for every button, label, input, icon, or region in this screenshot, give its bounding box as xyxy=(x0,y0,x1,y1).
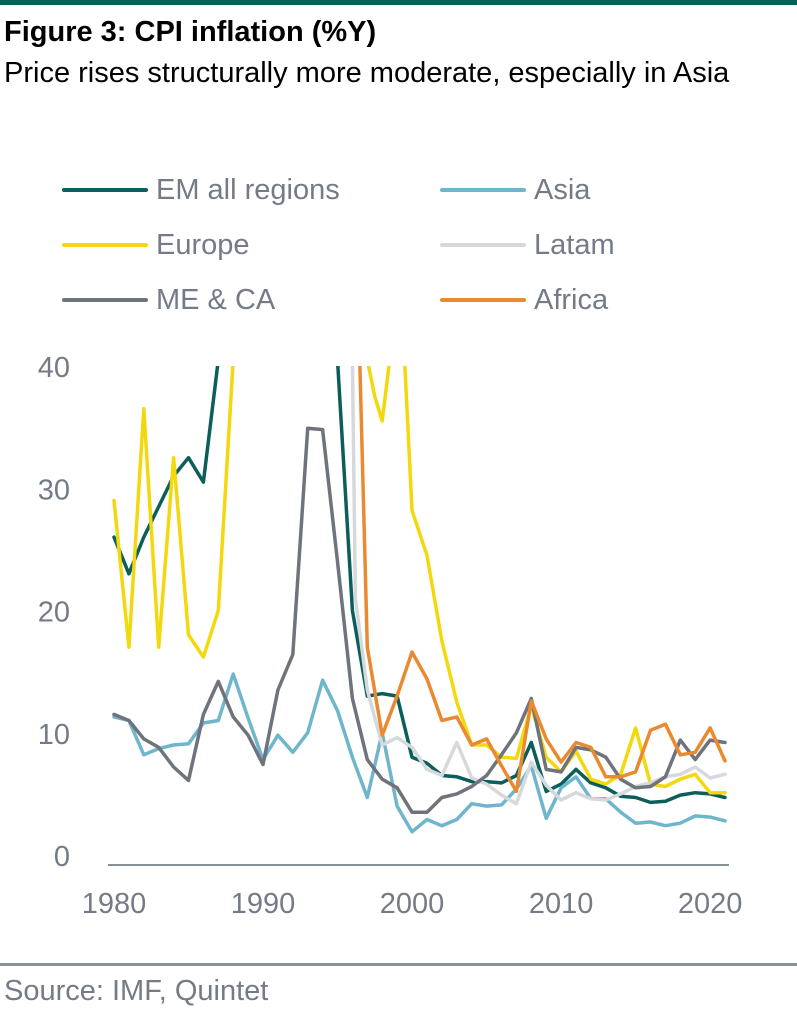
legend-label-europe: Europe xyxy=(156,228,250,261)
legend-swatch-africa xyxy=(440,298,526,302)
source-note: Source: IMF, Quintet xyxy=(4,975,269,1007)
series-line-me-ca xyxy=(112,426,727,814)
line-chart: 0 10 20 30 40 1980 1990 2000 2010 2020 xyxy=(38,352,743,920)
bottom-rule xyxy=(0,963,797,966)
legend-swatch-europe xyxy=(62,243,148,247)
chart-legend: EM all regions Asia Europe Latam ME & CA Afri… xyxy=(62,170,762,330)
legend-item-latam: Latam xyxy=(440,225,615,265)
y-tick-label-20: 20 xyxy=(38,597,70,629)
series-line-asia xyxy=(112,672,727,834)
legend-item-europe: Europe xyxy=(62,225,250,265)
y-tick-label-0: 0 xyxy=(54,841,70,873)
y-tick-label-30: 30 xyxy=(38,474,70,506)
y-tick-label-10: 10 xyxy=(38,719,70,751)
x-tick-label-1980: 1980 xyxy=(82,888,147,920)
legend-swatch-me-ca xyxy=(62,298,148,302)
legend-swatch-latam xyxy=(440,243,526,247)
x-tick-label-2020: 2020 xyxy=(678,888,743,920)
x-tick-label-2010: 2010 xyxy=(529,888,594,920)
series-line-africa xyxy=(358,366,727,794)
legend-swatch-asia xyxy=(440,188,526,192)
x-tick-label-1990: 1990 xyxy=(231,888,296,920)
top-rule xyxy=(0,0,797,5)
legend-label-em-all-regions: EM all regions xyxy=(156,173,340,206)
legend-item-em-all-regions: EM all regions xyxy=(62,170,340,210)
legend-label-me-ca: ME & CA xyxy=(156,283,276,316)
figure-subtitle: Price rises structurally more moderate, … xyxy=(4,57,730,89)
legend-item-asia: Asia xyxy=(440,170,590,210)
figure-title: Figure 3: CPI inflation (%Y) xyxy=(4,16,377,48)
y-tick-label-40: 40 xyxy=(38,352,70,384)
x-tick-label-2000: 2000 xyxy=(380,888,445,920)
legend-item-africa: Africa xyxy=(440,280,608,320)
legend-swatch-em-all-regions xyxy=(62,188,148,192)
legend-item-me-ca: ME & CA xyxy=(62,280,275,320)
legend-label-latam: Latam xyxy=(534,228,615,261)
legend-label-asia: Asia xyxy=(534,173,591,206)
series-line-europe xyxy=(112,366,727,795)
series-line-em-all-regions xyxy=(112,366,727,805)
legend-label-africa: Africa xyxy=(534,283,609,316)
